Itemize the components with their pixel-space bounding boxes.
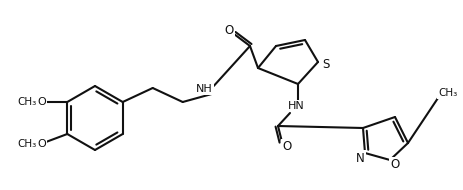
Text: S: S — [322, 59, 329, 71]
Text: O: O — [37, 97, 45, 107]
Text: CH₃: CH₃ — [438, 88, 457, 98]
Text: NH: NH — [196, 84, 213, 94]
Text: CH₃: CH₃ — [18, 139, 37, 149]
Text: N: N — [355, 151, 363, 165]
Text: CH₃: CH₃ — [18, 97, 37, 107]
Text: O: O — [389, 158, 399, 172]
Text: HN: HN — [287, 101, 304, 111]
Text: O: O — [37, 139, 45, 149]
Text: O: O — [224, 24, 233, 36]
Text: O: O — [282, 140, 291, 154]
